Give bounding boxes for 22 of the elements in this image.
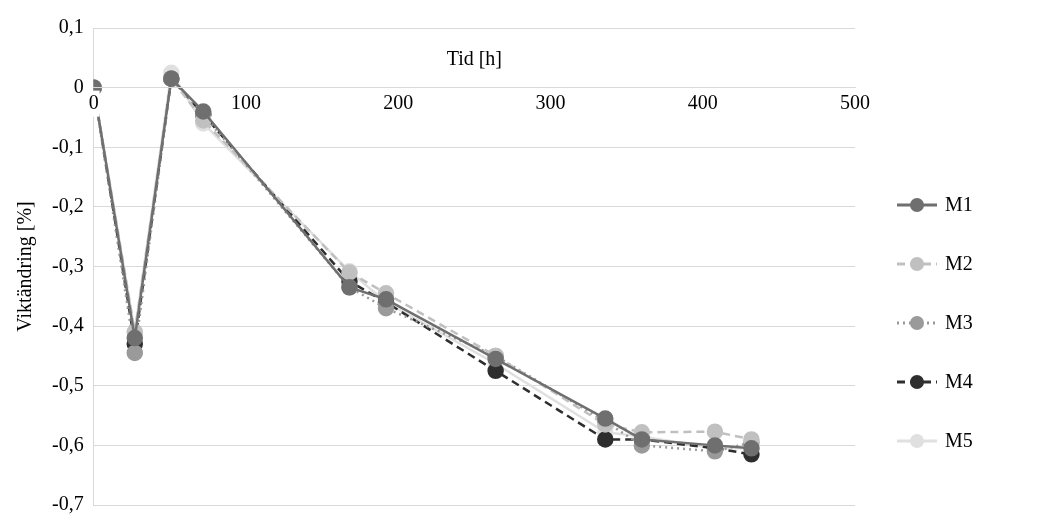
y-tick-label: 0 <box>73 74 84 97</box>
legend-label: M3 <box>945 311 973 334</box>
x-tick-label: 500 <box>840 90 870 113</box>
legend-label: M2 <box>945 252 973 275</box>
y-axis-title: Viktändring [%] <box>13 201 37 332</box>
legend-label: M1 <box>945 193 973 216</box>
legend-label: M5 <box>945 429 973 452</box>
x-axis-title: Tid [h] <box>446 46 503 69</box>
y-tick-label: -0,3 <box>51 253 84 276</box>
x-tick-label: 200 <box>383 90 414 113</box>
legend-label: M4 <box>945 370 973 393</box>
x-tick-label: 400 <box>687 90 718 113</box>
y-tick-label: -0,4 <box>51 313 84 336</box>
y-tick-label: -0,6 <box>51 432 84 455</box>
x-tick-label: 0 <box>88 90 99 113</box>
y-tick-label: -0,7 <box>51 492 84 515</box>
y-tick-label: -0,1 <box>51 134 84 157</box>
y-tick-label: 0,1 <box>58 15 84 38</box>
y-tick-label: -0,5 <box>51 373 84 395</box>
y-tick-label: -0,2 <box>51 194 84 217</box>
x-tick-label: 300 <box>535 90 566 113</box>
x-tick-label: 100 <box>230 90 261 113</box>
